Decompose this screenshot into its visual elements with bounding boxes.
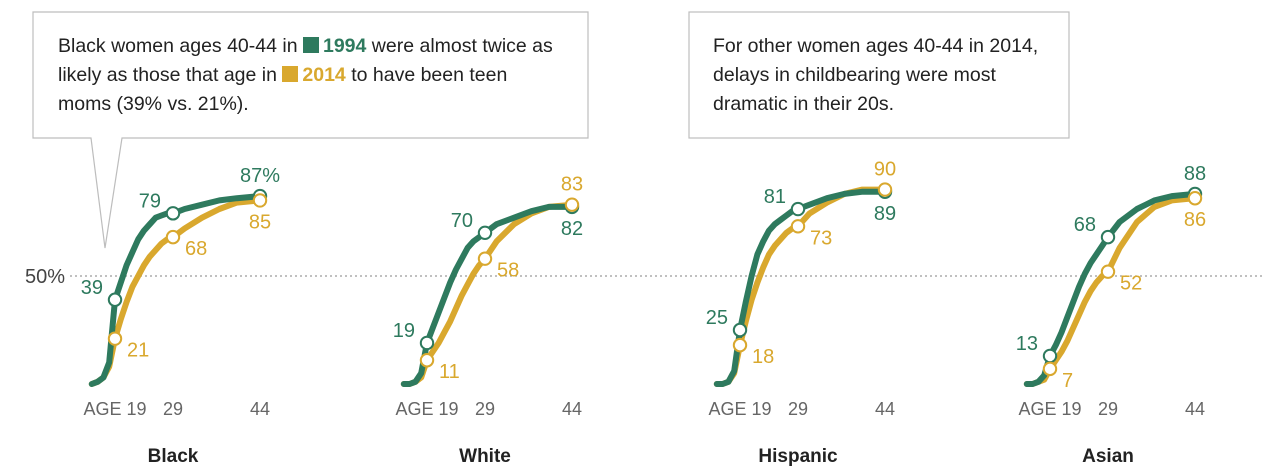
series-line-2014 xyxy=(713,186,888,387)
data-point-1994 xyxy=(165,206,181,221)
callout-left-text-middle: were almost twice as likely as those tha… xyxy=(58,35,553,86)
data-point-2014 xyxy=(419,353,435,368)
data-point-2014 xyxy=(877,182,893,197)
data-point-1994 xyxy=(419,335,435,351)
data-point-1994 xyxy=(1100,229,1116,245)
panel-title: White xyxy=(459,446,511,467)
data-label-2014: 68 xyxy=(185,238,207,260)
data-label-2014: 18 xyxy=(752,346,774,368)
x-tick-label: AGE 19 xyxy=(395,399,458,419)
data-point-2014 xyxy=(1100,264,1116,279)
data-label-2014: 90 xyxy=(874,159,896,181)
data-label-1994: 70 xyxy=(451,210,473,232)
data-label-2014: 21 xyxy=(127,340,149,362)
data-point-2014 xyxy=(564,197,580,212)
x-tick-label: 29 xyxy=(1098,399,1118,419)
data-label-2014: 52 xyxy=(1120,273,1142,295)
data-label-2014: 7 xyxy=(1062,370,1073,392)
x-tick-label: AGE 19 xyxy=(83,399,146,419)
data-label-2014: 86 xyxy=(1184,209,1206,231)
data-point-2014 xyxy=(1042,361,1058,377)
data-label-1994: 88 xyxy=(1184,163,1206,185)
data-point-1994 xyxy=(790,201,806,217)
legend-year-1994: 1994 xyxy=(322,35,367,57)
data-point-1994 xyxy=(477,225,493,241)
callout-bubbles xyxy=(32,11,1070,249)
panel-title: Black xyxy=(148,446,199,467)
data-label-1994: 39 xyxy=(81,277,103,299)
data-label-1994: 13 xyxy=(1016,333,1038,355)
panel-white: AGE 19 29 44 White 19 70 82 11 58 83 xyxy=(393,174,583,467)
data-label-2014: 11 xyxy=(439,361,460,383)
data-point-2014 xyxy=(477,251,493,266)
data-point-2014 xyxy=(165,229,181,245)
data-point-2014 xyxy=(107,331,123,346)
panel-black: AGE 19 29 44 Black 39 79 87% 21 68 85 xyxy=(81,165,280,467)
chart-panels: AGE 19 29 44 Black 39 79 87% 21 68 85 AGE 19 29 44 Wh… xyxy=(81,159,1206,467)
series-line-1994 xyxy=(88,193,263,387)
x-tick-label: 44 xyxy=(875,399,895,419)
data-label-1994: 19 xyxy=(393,320,415,342)
x-tick-label: 29 xyxy=(163,399,183,419)
data-label-1994: 87% xyxy=(240,165,280,187)
series-line-1994 xyxy=(400,203,575,387)
callout-left-text-after: to have been teen moms (39% vs. 21%). xyxy=(58,64,508,115)
x-tick-label: AGE 19 xyxy=(708,399,771,419)
data-label-2014: 85 xyxy=(249,211,271,233)
fifty-percent-label: 50% xyxy=(25,266,65,288)
x-tick-label: AGE 19 xyxy=(1018,399,1081,419)
data-label-2014: 83 xyxy=(561,174,583,196)
data-point-1994 xyxy=(107,292,123,307)
data-point-2014 xyxy=(1187,191,1203,206)
x-tick-label: 29 xyxy=(788,399,808,419)
data-point-2014 xyxy=(732,337,748,353)
data-label-1994: 25 xyxy=(706,307,728,329)
callout-other-women-delays: For other women ages 40-44 in 2014, dela… xyxy=(713,32,1048,119)
series-line-1994 xyxy=(713,188,888,387)
data-point-2014 xyxy=(252,193,268,208)
data-label-1994: 82 xyxy=(561,218,583,240)
x-tick-label: 29 xyxy=(475,399,495,419)
data-label-2014: 58 xyxy=(497,260,519,282)
data-point-2014 xyxy=(790,219,806,234)
data-label-1994: 89 xyxy=(874,203,896,225)
callout-bubble-right xyxy=(688,11,1070,139)
data-point-1994 xyxy=(1042,348,1058,364)
callout-left-text-before: Black women ages 40-44 in xyxy=(58,35,298,57)
x-tick-label: 44 xyxy=(1185,399,1205,419)
x-tick-label: 44 xyxy=(250,399,270,419)
data-label-1994: 68 xyxy=(1074,214,1096,236)
panel-asian: AGE 19 29 44 Asian 13 68 88 7 52 86 xyxy=(1016,163,1206,467)
panel-hispanic: AGE 19 29 44 Hispanic 25 81 89 18 73 90 xyxy=(706,159,896,467)
data-label-1994: 79 xyxy=(139,190,161,212)
panel-title: Asian xyxy=(1082,446,1134,467)
data-label-2014: 73 xyxy=(810,227,832,249)
legend-year-2014: 2014 xyxy=(302,64,346,86)
callout-bubble-left xyxy=(32,11,589,249)
data-label-1994: 81 xyxy=(764,186,786,208)
callout-right-text: For other women ages 40-44 in 2014, dela… xyxy=(713,35,1039,115)
legend-swatch-1994 xyxy=(302,37,319,53)
panel-title: Hispanic xyxy=(758,446,838,467)
legend-swatch-2014 xyxy=(282,66,299,82)
x-tick-label: 44 xyxy=(562,399,582,419)
callout-black-teen-moms: Black women ages 40-44 in 1994 were almo… xyxy=(58,32,563,119)
data-point-1994 xyxy=(732,322,748,338)
